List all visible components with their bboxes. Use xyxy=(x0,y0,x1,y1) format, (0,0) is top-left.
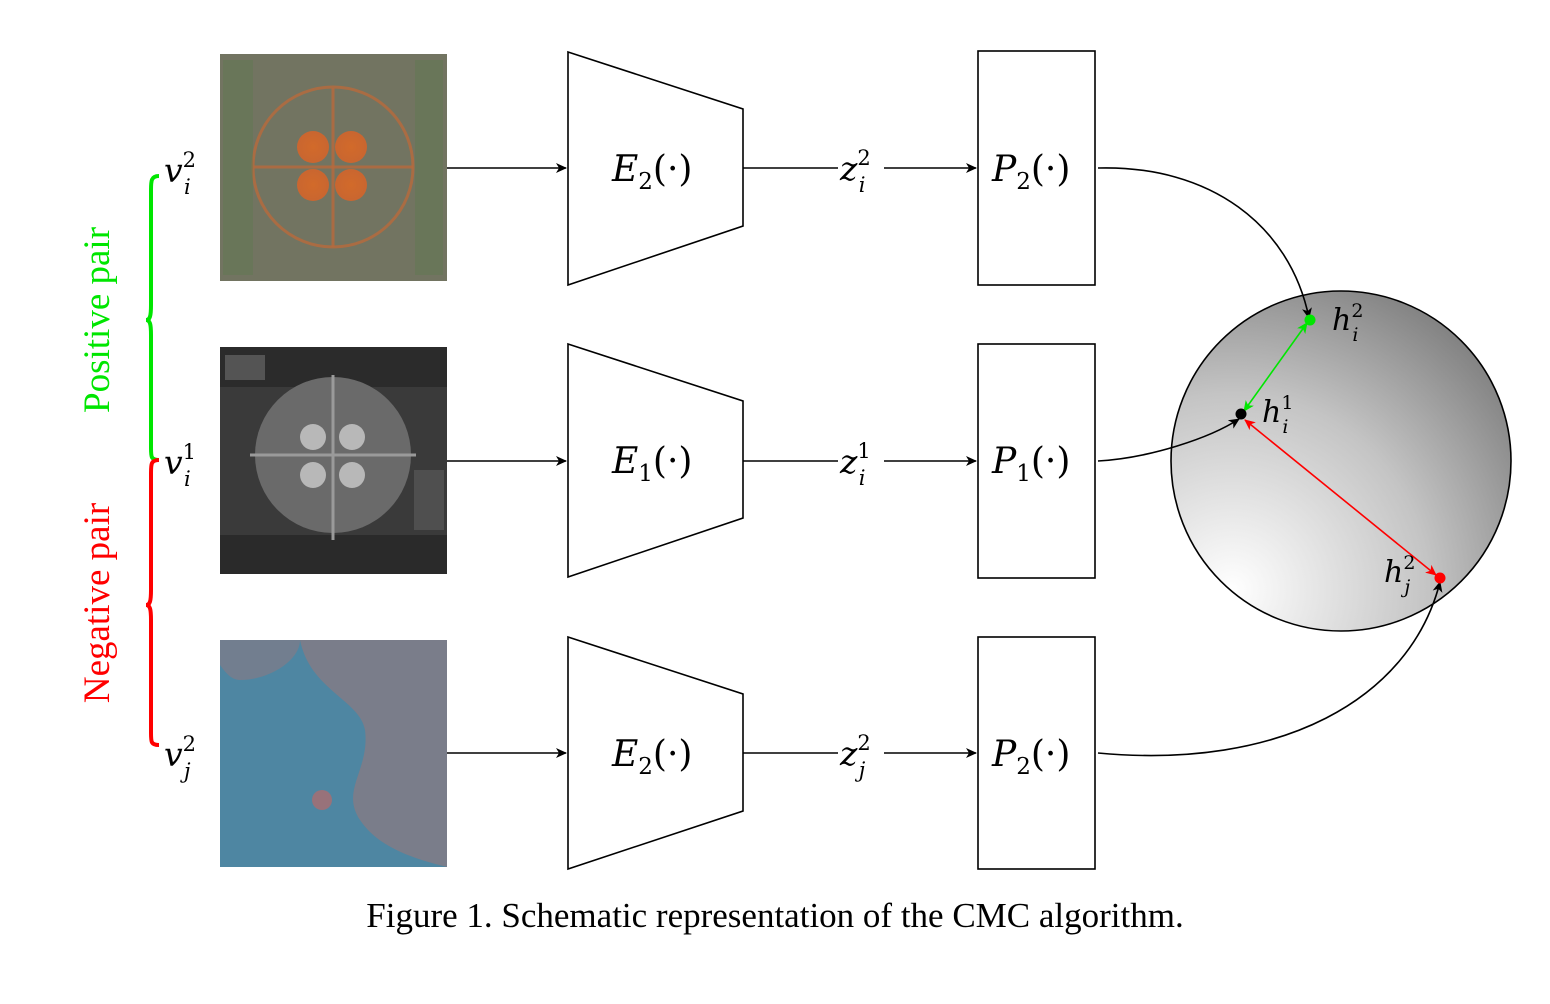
encoder-label-3: E2(·) xyxy=(611,734,692,780)
encoder-label-2: E1(·) xyxy=(611,441,692,487)
projector-box-2 xyxy=(977,343,1096,579)
projector-box-1 xyxy=(977,50,1096,286)
point-h-i-2 xyxy=(1304,314,1316,326)
point-h-i-1 xyxy=(1235,408,1247,420)
view-label-1: v2 i xyxy=(164,148,196,199)
encoder-label-1: E2(·) xyxy=(611,149,692,195)
positive-link xyxy=(1243,322,1308,412)
arrow-projector-to-h-j-2 xyxy=(1097,581,1443,757)
view-image-3 xyxy=(220,640,447,867)
encoder-trapezoid-1 xyxy=(567,50,744,287)
negative-link xyxy=(1244,419,1437,576)
cmc-diagram: Positive pair Negative pair v2 i v1 i v2 j … xyxy=(77,50,1512,871)
negative-pair-brace xyxy=(145,458,160,747)
projector-label-2: P1(·) xyxy=(991,441,1070,487)
view-image-2 xyxy=(220,347,447,574)
projector-label-1: P2(·) xyxy=(991,149,1070,195)
label-h-j-2: h2 j xyxy=(1384,552,1415,598)
latent-label-2: z1 i xyxy=(839,439,871,490)
latent-label-3: z2 j xyxy=(839,731,871,782)
view-image-1 xyxy=(220,54,447,281)
encoder-trapezoid-3 xyxy=(567,635,744,871)
encoder-trapezoid-2 xyxy=(567,342,744,579)
view-label-2: v1 i xyxy=(164,440,196,491)
projector-box-3 xyxy=(977,636,1096,870)
positive-pair-brace xyxy=(145,174,160,462)
latent-label-1: z2 i xyxy=(839,146,871,197)
arrow-projector-to-h-i-2 xyxy=(1097,167,1312,319)
label-h-i-1: h1 i xyxy=(1262,392,1293,438)
point-h-j-2 xyxy=(1434,572,1446,584)
figure-caption: Figure 1. Schematic representation of th… xyxy=(366,896,1184,935)
embedding-sphere xyxy=(1170,290,1512,632)
view-label-3: v2 j xyxy=(164,732,196,783)
arrow-projector-to-h-i-1 xyxy=(1097,418,1240,462)
projector-label-3: P2(·) xyxy=(991,734,1070,780)
label-h-i-2: h2 i xyxy=(1332,300,1363,346)
negative-pair-label: Negative pair xyxy=(77,503,118,703)
positive-pair-label: Positive pair xyxy=(77,227,118,413)
